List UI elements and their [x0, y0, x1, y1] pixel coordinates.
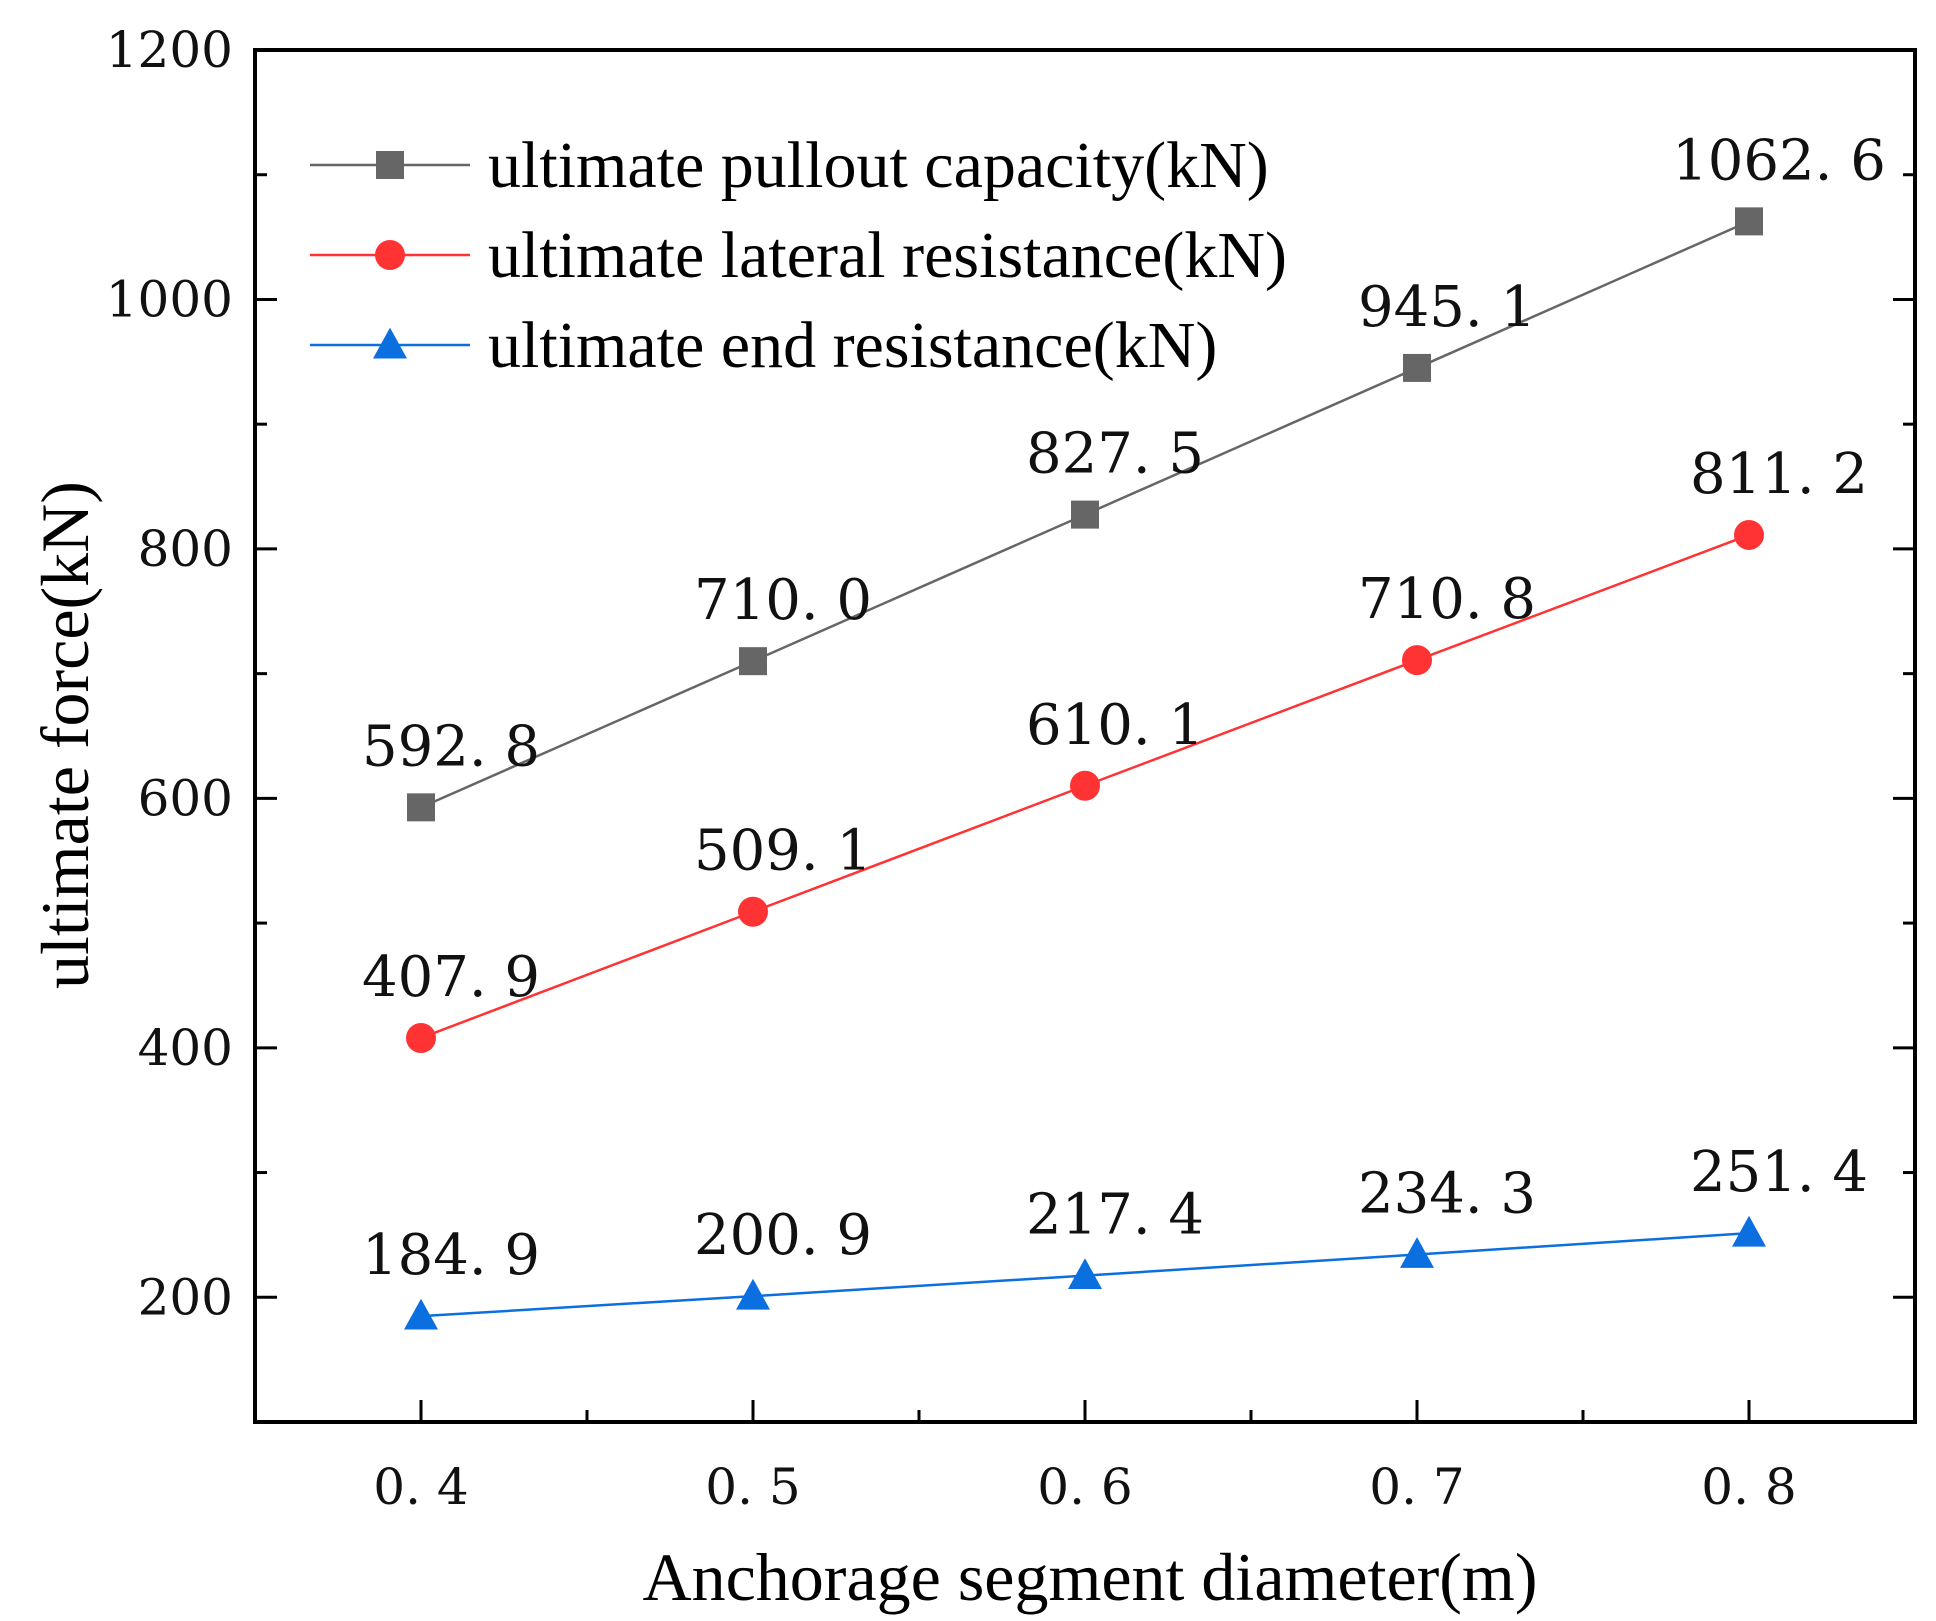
data-point: [1403, 353, 1431, 382]
data-point: [1068, 1258, 1102, 1290]
x-tick-label: 0. 6: [1037, 1458, 1132, 1516]
legend-marker: [375, 240, 405, 270]
data-point: [404, 1298, 438, 1330]
data-label: 509. 1: [694, 819, 872, 884]
data-label: 945. 1: [1358, 275, 1536, 340]
data-label: 710. 0: [694, 568, 872, 633]
series-group: [404, 207, 1766, 1330]
data-point: [407, 793, 435, 822]
legend-label: ultimate end resistance(kN): [488, 309, 1217, 382]
data-point: [1735, 207, 1763, 236]
data-label: 200. 9: [694, 1203, 872, 1268]
legend-label: ultimate pullout capacity(kN): [488, 129, 1269, 202]
y-tick-label: 1200: [106, 21, 233, 79]
data-label: 234. 3: [1358, 1161, 1536, 1226]
data-point: [1071, 500, 1099, 529]
x-tick-label: 0. 8: [1701, 1458, 1796, 1516]
data-point: [736, 1278, 770, 1310]
data-label: 710. 8: [1358, 567, 1536, 632]
legend: ultimate pullout capacity(kN) ultimate la…: [310, 129, 1287, 382]
data-label: 184. 9: [362, 1223, 540, 1288]
y-tick-label: 1000: [106, 270, 233, 328]
data-point: [1070, 770, 1100, 801]
data-label: 811. 2: [1690, 442, 1868, 507]
data-point: [1400, 1237, 1434, 1268]
data-labels-group: 592. 8 710. 0 827. 5 945. 1 1062. 6 407. 9 509…: [362, 128, 1886, 1288]
x-tick-label: 0. 4: [373, 1458, 468, 1516]
data-point: [406, 1022, 436, 1053]
legend-marker: [373, 327, 407, 359]
data-label: 217. 4: [1026, 1183, 1204, 1248]
legend-marker: [376, 151, 404, 179]
data-label: 251. 4: [1690, 1140, 1868, 1205]
y-tick-label: 800: [138, 520, 233, 578]
legend-label: ultimate lateral resistance(kN): [488, 219, 1287, 292]
data-point: [1734, 519, 1764, 550]
y-tick-label: 400: [138, 1019, 233, 1077]
data-label: 592. 8: [362, 714, 540, 779]
data-point: [738, 896, 768, 927]
data-label: 1062. 6: [1672, 128, 1886, 193]
data-point: [1732, 1215, 1766, 1247]
data-label: 610. 1: [1026, 693, 1204, 758]
y-tick-label: 200: [138, 1268, 233, 1326]
data-point: [739, 647, 767, 676]
x-axis-title: Anchorage segment diameter(m): [643, 1539, 1538, 1615]
data-label: 827. 5: [1026, 422, 1204, 487]
y-axis-title: ultimate force(kN): [27, 481, 103, 989]
data-point: [1402, 645, 1432, 676]
data-label: 407. 9: [362, 945, 540, 1010]
y-tick-label: 600: [138, 769, 233, 827]
x-tick-label: 0. 7: [1369, 1458, 1464, 1516]
axes-group: 200 400 600 800 1000 1200 0. 4 0. 5 0. 6 0. 7 0. 8: [106, 21, 1917, 1516]
x-tick-label: 0. 5: [705, 1458, 800, 1516]
